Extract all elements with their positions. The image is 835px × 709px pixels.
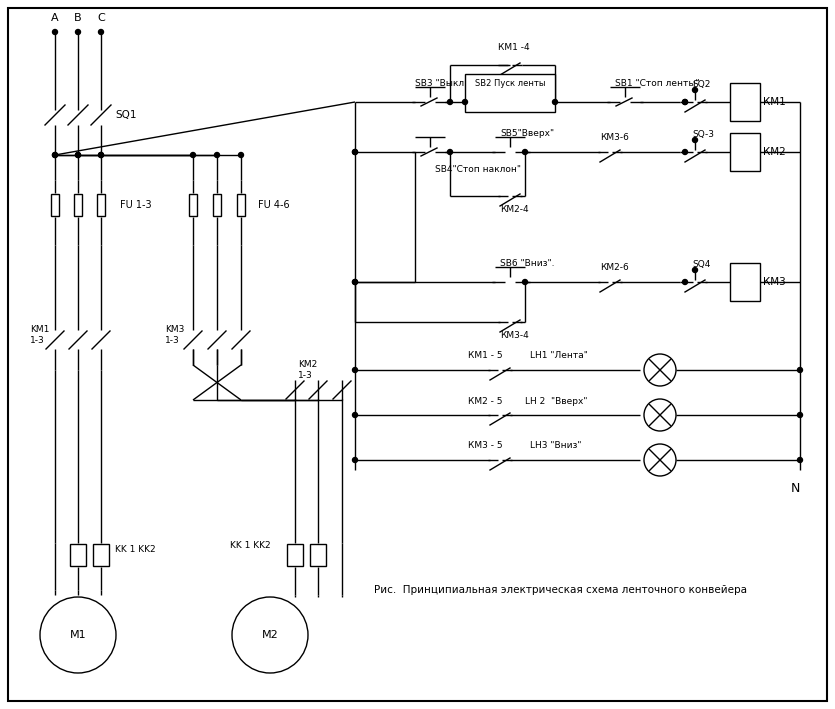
Circle shape bbox=[797, 367, 802, 372]
Circle shape bbox=[448, 150, 453, 155]
Circle shape bbox=[553, 99, 558, 104]
Text: SQ1: SQ1 bbox=[115, 110, 136, 120]
Text: KM3
1-3: KM3 1-3 bbox=[165, 325, 185, 345]
Circle shape bbox=[797, 457, 802, 462]
Text: KK 1 KK2: KK 1 KK2 bbox=[230, 540, 271, 549]
Circle shape bbox=[644, 354, 676, 386]
Text: B: B bbox=[74, 13, 82, 23]
Circle shape bbox=[352, 413, 357, 418]
Circle shape bbox=[682, 150, 687, 155]
Circle shape bbox=[797, 413, 802, 418]
Circle shape bbox=[644, 444, 676, 476]
Text: FU 1-3: FU 1-3 bbox=[120, 200, 152, 210]
Circle shape bbox=[232, 597, 308, 673]
Text: Рис.  Принципиальная электрическая схема ленточного конвейера: Рис. Принципиальная электрическая схема … bbox=[373, 585, 746, 595]
Circle shape bbox=[352, 150, 357, 155]
Text: КМ3 - 5: КМ3 - 5 bbox=[468, 442, 503, 450]
Bar bbox=[74, 194, 82, 216]
Circle shape bbox=[40, 597, 116, 673]
Text: КМ2 - 5: КМ2 - 5 bbox=[468, 396, 503, 406]
Circle shape bbox=[75, 152, 80, 157]
Text: SB2 Пуск ленты: SB2 Пуск ленты bbox=[475, 79, 545, 87]
Circle shape bbox=[523, 279, 528, 284]
Text: A: A bbox=[51, 13, 58, 23]
Circle shape bbox=[682, 99, 687, 104]
Bar bbox=[730, 133, 760, 171]
Text: КМ2-6: КМ2-6 bbox=[600, 264, 629, 272]
Text: SB6 "Вниз".: SB6 "Вниз". bbox=[500, 259, 554, 269]
Bar bbox=[730, 83, 760, 121]
Circle shape bbox=[239, 152, 244, 157]
Bar bbox=[213, 194, 221, 216]
Text: КМ2: КМ2 bbox=[763, 147, 786, 157]
Bar bbox=[237, 194, 245, 216]
Text: C: C bbox=[97, 13, 105, 23]
Text: SQ2: SQ2 bbox=[692, 79, 711, 89]
Circle shape bbox=[692, 87, 697, 92]
Circle shape bbox=[215, 152, 220, 157]
Text: KM2
1-3: KM2 1-3 bbox=[298, 360, 317, 380]
Text: SB3 "Выкл": SB3 "Выкл" bbox=[415, 79, 468, 89]
Circle shape bbox=[99, 152, 104, 157]
Text: КМ1 -4: КМ1 -4 bbox=[498, 43, 529, 52]
Text: КМ1 - 5: КМ1 - 5 bbox=[468, 352, 503, 360]
Text: KM1
1-3: KM1 1-3 bbox=[30, 325, 49, 345]
Text: LH 2  "Вверх": LH 2 "Вверх" bbox=[525, 396, 588, 406]
Text: КМ2-4: КМ2-4 bbox=[500, 206, 529, 215]
Bar bbox=[287, 544, 303, 566]
Text: КМ3: КМ3 bbox=[763, 277, 786, 287]
Text: SB1 "Стоп ленты": SB1 "Стоп ленты" bbox=[615, 79, 700, 89]
Circle shape bbox=[190, 152, 195, 157]
Text: LH1 "Лента": LH1 "Лента" bbox=[530, 352, 588, 360]
Circle shape bbox=[352, 367, 357, 372]
Text: КМ3-6: КМ3-6 bbox=[600, 133, 629, 143]
Text: FU 4-6: FU 4-6 bbox=[258, 200, 290, 210]
Bar bbox=[730, 263, 760, 301]
Circle shape bbox=[53, 152, 58, 157]
Text: КМ3-4: КМ3-4 bbox=[500, 332, 529, 340]
Text: M1: M1 bbox=[69, 630, 86, 640]
Bar bbox=[51, 194, 59, 216]
Circle shape bbox=[692, 267, 697, 272]
Text: N: N bbox=[790, 481, 800, 494]
Circle shape bbox=[523, 150, 528, 155]
Text: SB5"Вверх": SB5"Вверх" bbox=[500, 130, 554, 138]
Text: M2: M2 bbox=[261, 630, 278, 640]
Circle shape bbox=[352, 150, 357, 155]
Text: SQ4: SQ4 bbox=[692, 259, 711, 269]
Text: SB4"Стоп наклон": SB4"Стоп наклон" bbox=[435, 165, 521, 174]
Circle shape bbox=[75, 30, 80, 35]
Circle shape bbox=[448, 99, 453, 104]
Bar bbox=[97, 194, 105, 216]
Circle shape bbox=[352, 457, 357, 462]
Circle shape bbox=[682, 99, 687, 104]
Circle shape bbox=[99, 152, 104, 157]
Circle shape bbox=[692, 138, 697, 143]
Bar bbox=[310, 544, 326, 566]
Circle shape bbox=[352, 279, 357, 284]
Text: SQ-3: SQ-3 bbox=[692, 130, 714, 138]
Circle shape bbox=[53, 30, 58, 35]
Circle shape bbox=[682, 279, 687, 284]
Circle shape bbox=[53, 152, 58, 157]
Circle shape bbox=[75, 152, 80, 157]
Circle shape bbox=[644, 399, 676, 431]
Bar bbox=[70, 544, 86, 566]
Bar bbox=[189, 194, 197, 216]
Text: KK 1 KK2: KK 1 KK2 bbox=[115, 545, 155, 554]
Text: LH3 "Вниз": LH3 "Вниз" bbox=[530, 442, 581, 450]
Bar bbox=[93, 544, 109, 566]
Circle shape bbox=[463, 99, 468, 104]
Text: КМ1: КМ1 bbox=[763, 97, 786, 107]
Circle shape bbox=[352, 279, 357, 284]
Bar bbox=[465, 74, 555, 112]
Circle shape bbox=[99, 30, 104, 35]
